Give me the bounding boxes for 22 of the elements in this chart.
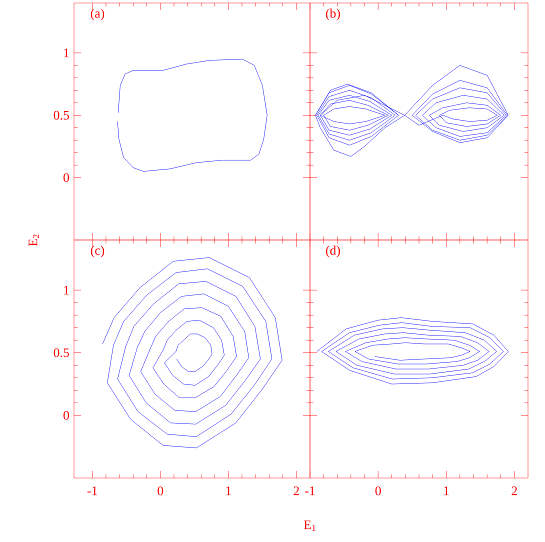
x-tick-label: 2 <box>294 486 299 496</box>
chart-title: (b) <box>326 8 340 20</box>
line-series <box>102 257 282 448</box>
x-tick-label: 0 <box>158 486 164 496</box>
x-tick-label: 2 <box>512 486 517 496</box>
y-tick-label: 0 <box>64 411 69 420</box>
y-tick-label: 0.5 <box>54 348 69 358</box>
y-tick-label: 0 <box>64 173 69 182</box>
chart-title: (a) <box>90 8 104 20</box>
chart-title: (d) <box>326 246 340 258</box>
chart-title: (c) <box>90 246 104 258</box>
x-tick-label: 1 <box>226 486 231 496</box>
y-tick-label: 1 <box>64 286 69 294</box>
x-axis-title: E$_{1}$ <box>304 520 316 531</box>
x-tick-label: -1 <box>87 486 97 496</box>
x-tick-label: -1 <box>305 486 315 496</box>
y-axis-title: E$_{2}$ <box>28 234 40 246</box>
y-tick-label: 1 <box>64 48 69 58</box>
x-tick-label: 1 <box>444 486 449 496</box>
x-tick-label: 0 <box>375 486 381 496</box>
line-series <box>117 58 268 172</box>
y-tick-label: 0.5 <box>54 110 69 120</box>
